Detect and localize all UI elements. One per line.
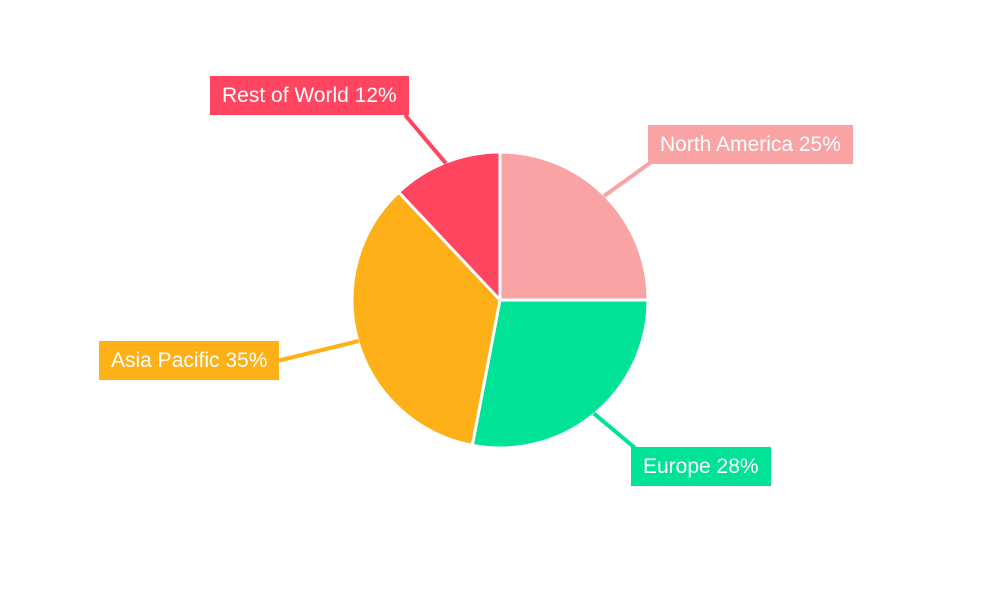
leader-line-asia-pacific	[278, 339, 360, 363]
pie-slice-europe[interactable]	[470, 298, 650, 450]
pie-slice-north-america[interactable]	[498, 150, 650, 302]
leader-line-rest-of-world	[403, 113, 448, 165]
leader-line-europe	[592, 411, 637, 450]
leader-line-north-america	[602, 161, 652, 198]
